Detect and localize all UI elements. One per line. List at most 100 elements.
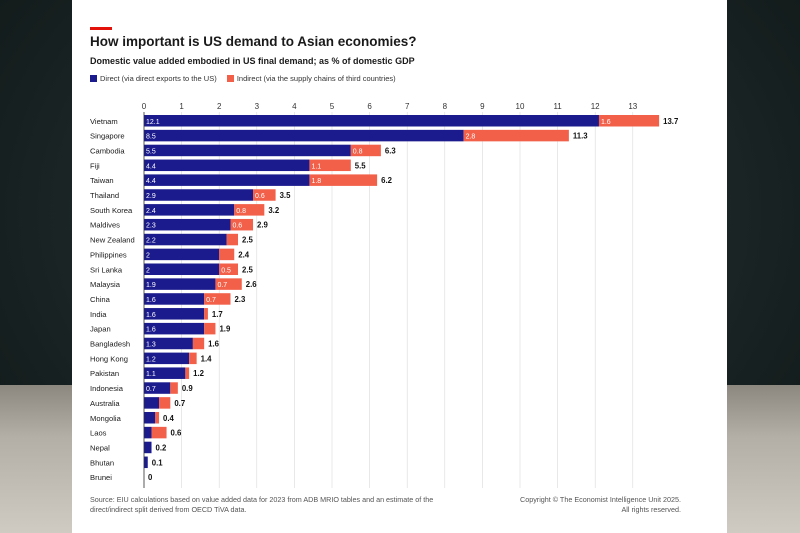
bar-indirect-label: 2.8 xyxy=(466,134,476,141)
category-label: Vietnam xyxy=(90,117,118,126)
legend-item-indirect: Indirect (via the supply chains of third… xyxy=(226,74,396,83)
bar-indirect-label: 1.1 xyxy=(311,163,321,170)
bar-direct-label: 1.1 xyxy=(146,371,156,378)
legend-label-indirect: Indirect (via the supply chains of third… xyxy=(236,74,396,83)
bar-direct xyxy=(144,293,205,305)
bar-indirect xyxy=(234,204,265,216)
bar-total-label: 0.7 xyxy=(174,399,185,408)
category-label: India xyxy=(90,310,107,319)
bar-total-label: 1.4 xyxy=(201,354,213,363)
bar-direct-label: 12.1 xyxy=(146,119,160,126)
bar-total-label: 0.4 xyxy=(163,414,175,423)
x-tick-label: 13 xyxy=(628,102,637,111)
bar-total-label: 1.7 xyxy=(212,310,223,319)
category-label: Maldives xyxy=(90,221,120,230)
bar-indirect-label: 0.6 xyxy=(232,223,242,230)
x-tick-label: 1 xyxy=(179,102,184,111)
copyright-note: Copyright © The Economist Intelligence U… xyxy=(481,495,681,515)
bar-direct-label: 2.9 xyxy=(146,193,156,200)
bar-direct xyxy=(144,218,231,231)
bar-direct-label: 2.3 xyxy=(146,223,156,230)
bar-indirect xyxy=(215,278,242,290)
bar-total-label: 13.7 xyxy=(663,117,678,126)
bar-indirect xyxy=(159,397,171,409)
bar-direct-label: 1.9 xyxy=(146,282,156,289)
x-tick-label: 9 xyxy=(480,102,485,111)
bar-indirect xyxy=(463,129,569,142)
copyright-line-1: Copyright © The Economist Intelligence U… xyxy=(520,495,681,504)
bar-indirect-label: 0.7 xyxy=(206,297,216,304)
bar-indirect-label: 0.5 xyxy=(221,267,231,274)
bar-indirect xyxy=(204,308,208,320)
bar-direct xyxy=(144,367,186,379)
bar-indirect-label: 1.8 xyxy=(311,178,321,185)
x-tick-label: 10 xyxy=(516,102,525,111)
bar-direct xyxy=(144,337,193,350)
chart-subtitle: Domestic value added embodied in US fina… xyxy=(90,56,415,66)
category-label: Brunei xyxy=(90,473,112,482)
bar-total-label: 5.5 xyxy=(355,161,367,170)
bar-direct xyxy=(144,382,171,394)
category-label: Japan xyxy=(90,325,111,334)
bar-indirect xyxy=(253,189,276,201)
bar-direct-label: 1.6 xyxy=(146,312,156,319)
category-label: Laos xyxy=(90,429,107,438)
chart-title: How important is US demand to Asian econ… xyxy=(90,34,417,49)
bar-indirect xyxy=(189,352,197,365)
bar-direct-label: 5.5 xyxy=(146,148,156,155)
bar-indirect xyxy=(219,263,238,275)
bar-direct xyxy=(144,456,148,469)
bar-direct-label: 2 xyxy=(146,267,150,274)
category-label: Australia xyxy=(90,399,120,408)
legend-label-direct: Direct (via direct exports to the US) xyxy=(100,74,217,83)
category-label: Nepal xyxy=(90,443,110,452)
x-tick-label: 8 xyxy=(443,102,448,111)
bar-direct-label: 8.5 xyxy=(146,134,156,141)
bar-direct xyxy=(144,174,310,186)
bar-direct xyxy=(144,441,152,454)
bar-indirect xyxy=(226,233,238,246)
bar-indirect-label: 0.7 xyxy=(217,282,227,289)
category-label: Bangladesh xyxy=(90,340,130,349)
category-label: Taiwan xyxy=(90,176,114,185)
bar-direct xyxy=(144,397,160,409)
category-label: Fiji xyxy=(90,161,100,170)
category-label: Mongolia xyxy=(90,414,122,423)
bar-direct-label: 4.4 xyxy=(146,163,156,170)
bar-direct-label: 1.3 xyxy=(146,342,156,349)
bar-indirect xyxy=(170,382,178,394)
bar-indirect xyxy=(204,293,231,305)
bar-indirect xyxy=(192,337,205,350)
bar-indirect xyxy=(204,322,216,335)
legend-swatch-indirect xyxy=(226,75,234,82)
bar-direct-label: 1.6 xyxy=(146,327,156,334)
x-tick-label: 11 xyxy=(553,102,562,111)
category-label: China xyxy=(90,295,111,304)
chart-card: How important is US demand to Asian econ… xyxy=(72,0,727,533)
bar-total-label: 6.2 xyxy=(381,176,393,185)
bar-total-label: 0.1 xyxy=(152,458,164,467)
category-label: Cambodia xyxy=(90,146,125,155)
bar-direct xyxy=(144,426,152,439)
bar-total-label: 6.3 xyxy=(385,146,397,155)
category-label: Pakistan xyxy=(90,369,119,378)
bar-indirect xyxy=(185,367,190,379)
bar-direct xyxy=(144,204,235,216)
bar-direct xyxy=(144,322,205,335)
bar-total-label: 1.6 xyxy=(208,340,220,349)
category-label: Philippines xyxy=(90,250,127,259)
legend: Direct (via direct exports to the US) In… xyxy=(90,74,404,84)
category-label: Singapore xyxy=(90,132,125,141)
x-tick-label: 12 xyxy=(591,102,600,111)
bar-direct-label: 2.4 xyxy=(146,208,156,215)
copyright-line-2: All rights reserved. xyxy=(621,505,681,514)
bar-total-label: 2.6 xyxy=(246,280,258,289)
bar-direct-label: 4.4 xyxy=(146,178,156,185)
bar-indirect xyxy=(219,248,235,261)
bar-direct-label: 2 xyxy=(146,252,150,259)
category-label: Hong Kong xyxy=(90,354,128,363)
bar-total-label: 2.3 xyxy=(234,295,246,304)
accent-bar xyxy=(90,27,112,30)
bar-direct xyxy=(144,308,205,320)
